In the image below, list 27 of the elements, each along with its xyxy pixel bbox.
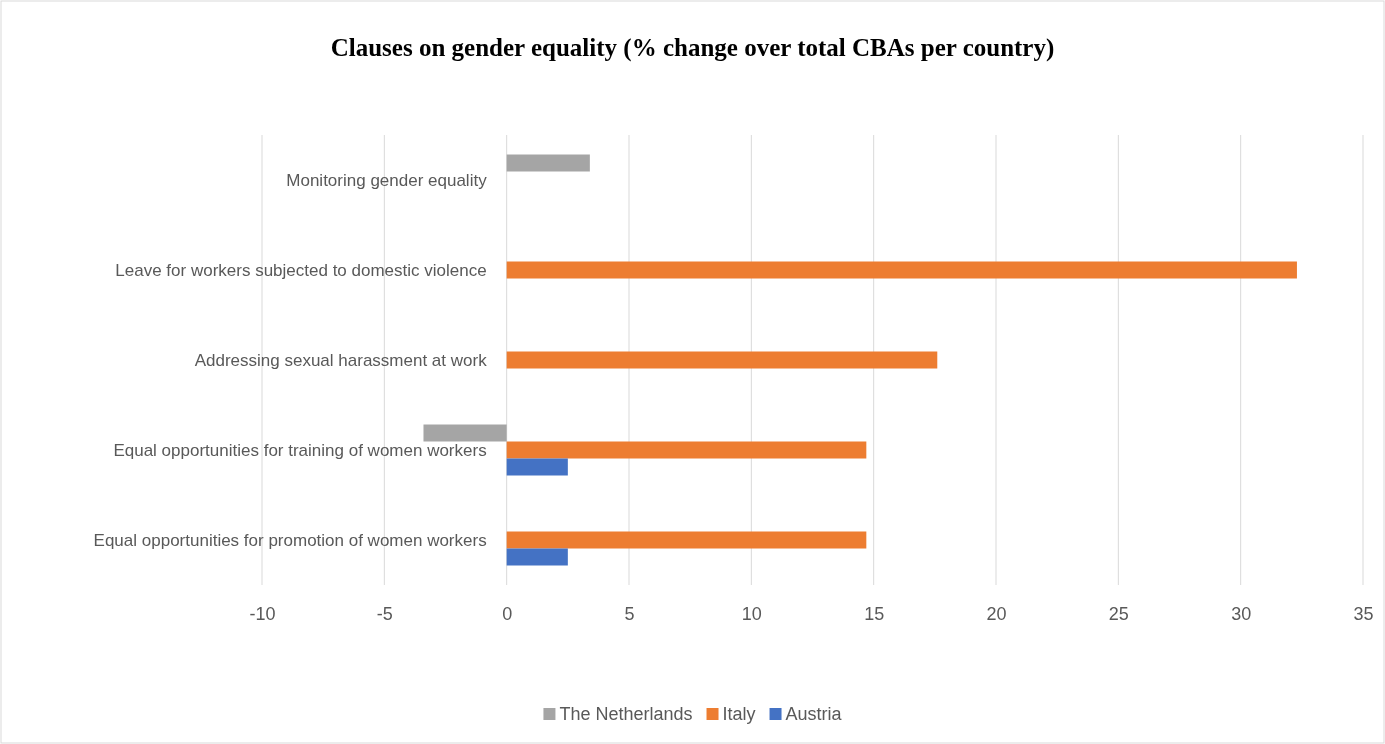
x-tick-label: -10 [249,603,276,624]
bar [506,548,568,566]
bar [506,154,590,172]
x-tick-label: 5 [624,603,635,624]
y-tick-label: Leave for workers subjected to domestic violence [115,261,487,280]
chart-title: Clauses on gender equality (% change over total CBAs per country) [330,34,1055,62]
bar [506,351,938,369]
x-tick-label: 30 [1231,603,1252,624]
x-tick-label: -5 [376,603,393,624]
x-tick-label: 25 [1108,603,1129,624]
bar [506,458,568,476]
bar [506,441,867,459]
y-tick-label: Monitoring gender equality [286,171,488,190]
legend-label: Austria [785,704,843,724]
x-tick-label: 15 [864,603,885,624]
legend-label: The Netherlands [559,704,693,724]
bar [506,531,867,549]
bar [423,424,507,442]
y-tick-label: Addressing sexual harassment at work [194,351,488,370]
y-tick-label: Equal opportunities for promotion of women workers [93,531,487,550]
legend-label: Italy [722,704,756,724]
x-tick-label: 10 [741,603,762,624]
x-tick-label: 35 [1353,603,1374,624]
y-tick-label: Equal opportunities for training of women workers [113,441,487,460]
x-tick-label: 0 [502,603,513,624]
x-tick-label: 20 [986,603,1007,624]
bar [506,261,1297,279]
